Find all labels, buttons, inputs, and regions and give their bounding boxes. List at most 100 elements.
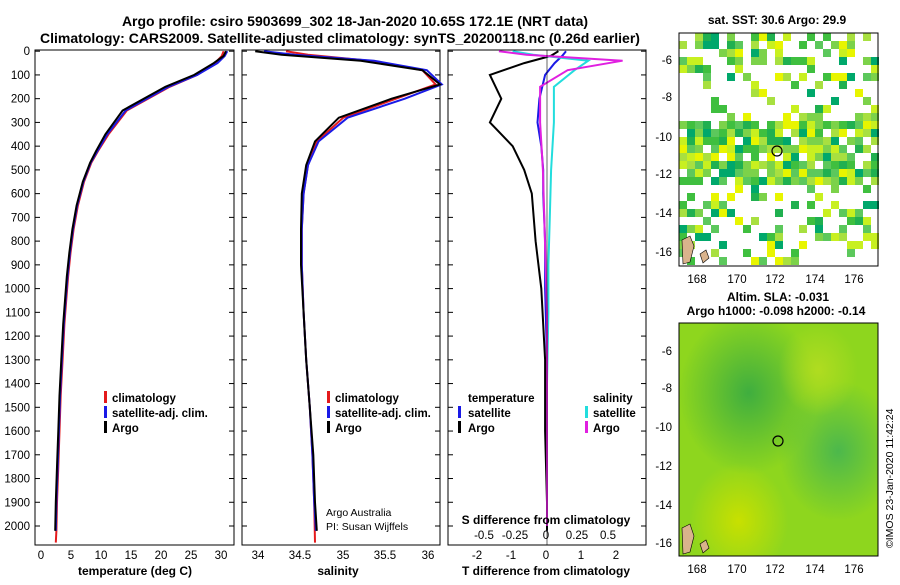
temperature-panel — [34, 49, 235, 546]
sst-cell — [679, 57, 687, 65]
sst-cell — [703, 161, 711, 169]
sst-cell — [751, 57, 759, 65]
sst-cell — [679, 153, 687, 161]
sst-cell — [743, 225, 751, 233]
sst-cell — [767, 161, 775, 169]
sst-cell — [847, 217, 855, 225]
sst-cell — [695, 129, 703, 137]
sst-cell — [807, 217, 815, 225]
sst-cell — [783, 177, 791, 185]
temp-line-satellite — [54, 50, 229, 531]
sst-cell — [823, 121, 831, 129]
sst-cell — [695, 169, 703, 177]
legend-label: Argo — [112, 423, 139, 435]
sst-cell — [743, 177, 751, 185]
sst-cell — [855, 145, 863, 153]
sst-cell — [775, 241, 783, 249]
sst-cell — [695, 65, 703, 73]
sst-cell — [815, 145, 823, 153]
sst-cell — [759, 177, 767, 185]
sst-cell — [839, 57, 847, 65]
sst-cell — [823, 161, 831, 169]
sst-cell — [799, 241, 807, 249]
sst-cell — [783, 145, 791, 153]
sst-cell — [839, 225, 847, 233]
sst-cell — [727, 33, 735, 41]
legend-title-salinity: salinity — [593, 393, 633, 405]
sst-cell — [871, 177, 879, 185]
sst-cell — [703, 217, 711, 225]
depth-tick-label: 600 — [11, 189, 30, 201]
island-shape — [699, 249, 710, 264]
legend-label: climatology — [335, 393, 400, 405]
sst-cell — [831, 145, 839, 153]
sst-cell — [759, 193, 767, 201]
sst-cell — [807, 201, 815, 209]
sst-cell — [863, 113, 871, 121]
sst-cell — [775, 73, 783, 81]
sst-cell — [695, 209, 703, 217]
sst-cell — [711, 145, 719, 153]
sst-cell — [775, 169, 783, 177]
sst-cell — [807, 129, 815, 137]
sst-cell — [719, 161, 727, 169]
tick-label: 0 — [543, 530, 549, 542]
sst-cell — [815, 113, 823, 121]
sst-cell — [687, 177, 695, 185]
legend-swatch-argo-t — [458, 421, 461, 433]
sst-cell — [743, 129, 751, 137]
sst-cell — [711, 105, 719, 113]
legend-label: Argo — [335, 423, 362, 435]
sst-cell — [695, 41, 703, 49]
legend-swatch-climatology — [327, 391, 330, 403]
sst-cell — [847, 49, 855, 57]
tick-label: 10 — [95, 550, 108, 562]
sst-cell — [695, 145, 703, 153]
sst-cell — [751, 129, 759, 137]
tick-label: 15 — [125, 550, 138, 562]
sst-cell — [839, 81, 847, 89]
sst-cell — [791, 169, 799, 177]
depth-tick-label: 1000 — [4, 284, 30, 296]
sst-cell — [687, 161, 695, 169]
sst-cell — [847, 41, 855, 49]
sst-cell — [855, 129, 863, 137]
sst-cell — [863, 33, 871, 41]
legend-label: climatology — [112, 393, 177, 405]
island-shape — [681, 523, 695, 555]
sst-cell — [799, 225, 807, 233]
sst-cell — [807, 145, 815, 153]
sst-cell — [855, 241, 863, 249]
sst-cell — [743, 121, 751, 129]
sst-cell — [703, 129, 711, 137]
sdiff-line-argo — [498, 50, 623, 526]
sst-cell — [743, 113, 751, 121]
sst-cell — [823, 145, 831, 153]
sst-cell — [735, 177, 743, 185]
sst-cell — [863, 185, 871, 193]
sst-cell — [735, 145, 743, 153]
sst-cell — [735, 153, 743, 161]
sst-cell — [751, 257, 759, 265]
tick-label: 168 — [687, 274, 706, 286]
sst-cell — [687, 121, 695, 129]
sst-cell — [703, 33, 711, 41]
sst-cell — [719, 241, 727, 249]
sst-cell — [727, 193, 735, 201]
sst-cell — [735, 121, 743, 129]
sst-cell — [871, 121, 879, 129]
sst-map-border — [678, 32, 879, 267]
sst-map-title: sat. SST: 30.6 Argo: 29.9 — [708, 13, 847, 27]
tick-label: 170 — [727, 274, 746, 286]
sst-cell — [687, 137, 695, 145]
sst-cell — [775, 129, 783, 137]
sst-cell — [751, 121, 759, 129]
sst-cell — [711, 33, 719, 41]
sst-cell — [783, 137, 791, 145]
sst-cell — [767, 137, 775, 145]
sst-cell — [719, 105, 727, 113]
sst-cell — [695, 153, 703, 161]
sst-cell — [831, 153, 839, 161]
sst-cell — [719, 49, 727, 57]
sst-cell — [791, 57, 799, 65]
